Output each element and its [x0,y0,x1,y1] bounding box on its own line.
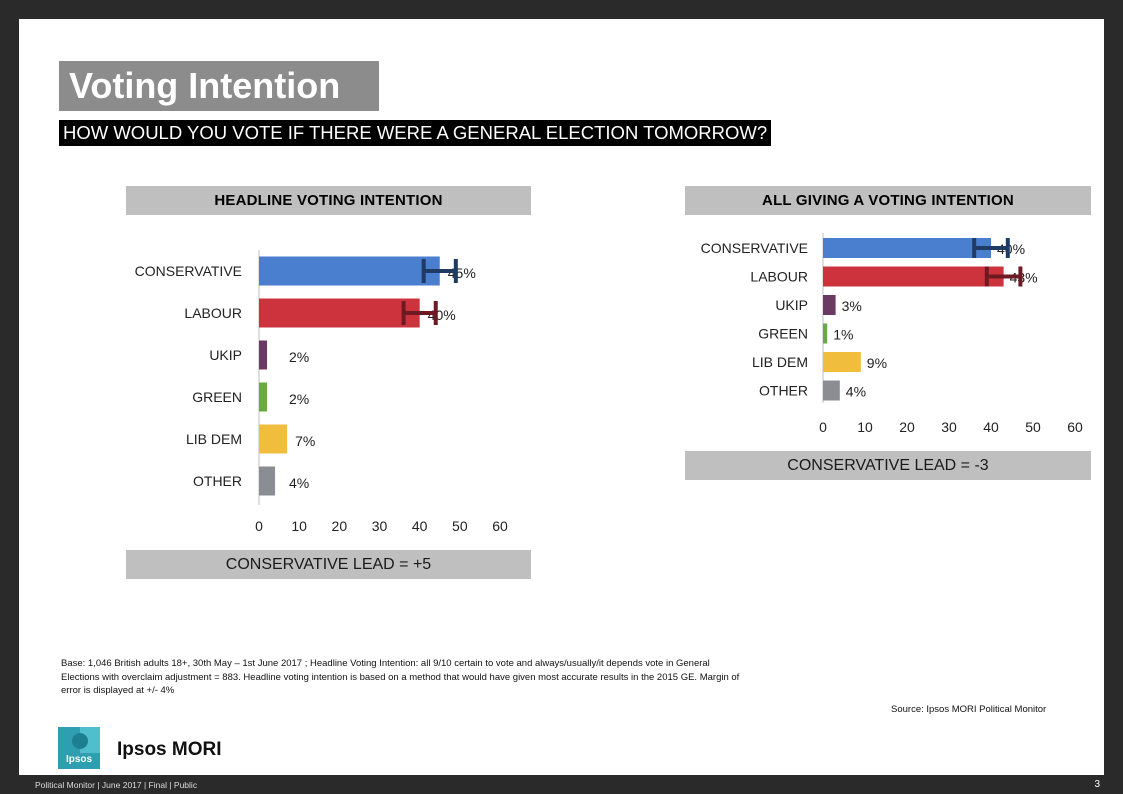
bar-ukip [259,340,268,370]
x-tick-label: 40 [983,419,999,435]
page-subtitle: HOW WOULD YOU VOTE IF THERE WERE A GENER… [59,120,772,146]
x-tick-label: 20 [332,518,348,534]
category-label: LIB DEM [752,354,808,370]
page-title: Voting Intention [59,61,379,111]
x-tick-label: 60 [1067,419,1083,435]
category-label: GREEN [192,389,242,405]
bar-other [259,466,276,496]
category-label: LABOUR [184,305,242,321]
value-label: 7% [295,433,315,449]
bar-green [823,323,828,344]
footer-label: Political Monitor | June 2017 | Final | … [35,780,198,790]
brand-name: Ipsos MORI [117,739,222,760]
x-tick-label: 40 [412,518,428,534]
category-label: OTHER [759,383,808,399]
x-tick-label: 0 [819,419,827,435]
error-bar [421,259,458,283]
right-chart-title: ALL GIVING A VOTING INTENTION [685,186,1091,215]
x-tick-label: 50 [1025,419,1041,435]
source-note: Source: Ipsos MORI Political Monitor [891,704,1047,715]
logo-text: Ipsos [65,754,93,765]
x-tick-label: 50 [452,518,468,534]
value-label: 2% [289,391,309,407]
left-chart-title: HEADLINE VOTING INTENTION [126,186,531,215]
x-tick-label: 60 [492,518,508,534]
bar-lib-dem [823,352,861,372]
bar-other [823,380,840,401]
right-lead-box: CONSERVATIVE LEAD = -3 [685,451,1091,480]
category-label: CONSERVATIVE [135,263,242,279]
category-label: UKIP [775,297,808,313]
footer-bar: Political Monitor | June 2017 | Final | … [19,775,1104,794]
error-bar [401,301,438,325]
category-label: OTHER [193,473,242,489]
error-bar [984,266,1023,287]
bar-green [259,382,268,412]
x-tick-label: 30 [372,518,388,534]
value-label: 4% [846,384,866,400]
bar-labour [259,298,420,328]
value-label: 2% [289,349,309,365]
value-label: 43% [1010,270,1038,286]
error-bar [972,238,1010,258]
left-lead-box: CONSERVATIVE LEAD = +5 [126,550,531,579]
bar-conservative [823,238,991,258]
bar-ukip [823,295,836,315]
category-label: CONSERVATIVE [701,240,808,256]
category-label: UKIP [209,347,242,363]
logo-mark-icon [58,727,100,769]
x-tick-label: 20 [899,419,915,435]
value-label: 3% [842,298,862,314]
value-label: 1% [833,327,853,343]
category-label: LABOUR [750,269,808,285]
x-tick-label: 10 [857,419,873,435]
x-tick-label: 30 [941,419,957,435]
x-tick-label: 0 [255,518,263,534]
bar-conservative [259,256,440,286]
value-label: 40% [997,241,1025,257]
category-label: GREEN [758,326,808,342]
x-tick-label: 10 [291,518,307,534]
value-label: 4% [289,475,309,491]
bar-labour [823,266,1004,287]
ipsos-logo: Ipsos [58,727,100,769]
bar-lib-dem [259,424,288,454]
footnote: Base: 1,046 British adults 18+, 30th May… [61,658,740,696]
value-label: 9% [867,355,887,371]
page-number: 3 [1094,779,1100,790]
category-label: LIB DEM [186,431,242,447]
